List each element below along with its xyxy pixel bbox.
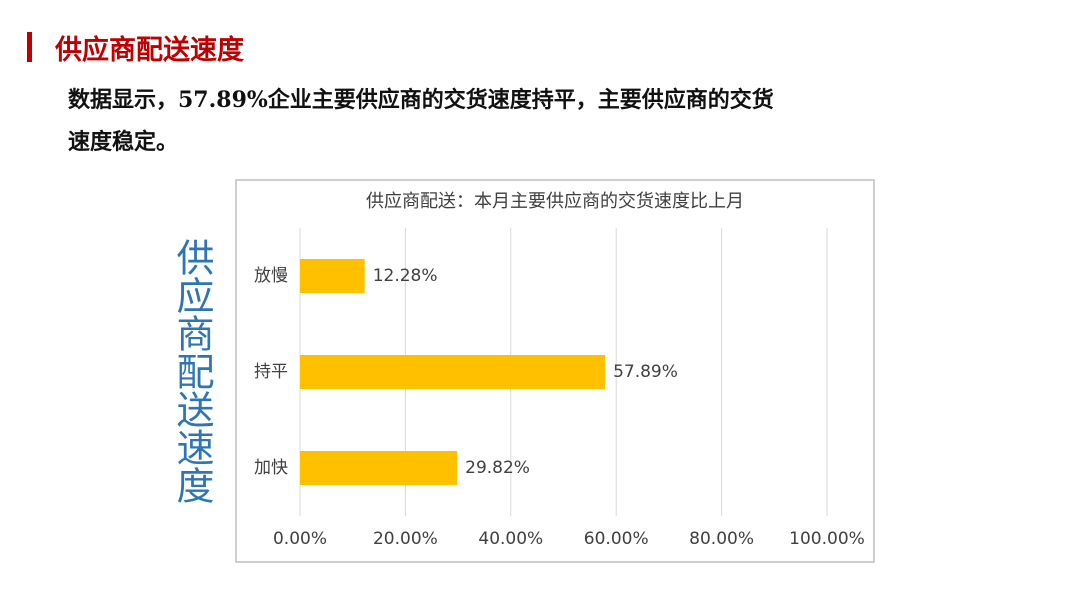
x-tick-label: 0.00%	[273, 529, 327, 549]
description-line: 速度稳定。	[68, 129, 179, 155]
bar	[300, 355, 606, 389]
x-tick-label: 40.00%	[478, 529, 543, 549]
y-tick-label: 持平	[254, 362, 288, 382]
x-tick-label: 100.00%	[789, 529, 865, 549]
title-accent	[27, 32, 32, 62]
bar	[300, 259, 365, 293]
x-tick-label: 20.00%	[373, 529, 438, 549]
bar	[300, 451, 458, 485]
x-tick-label: 80.00%	[689, 529, 754, 549]
data-label: 12.28%	[373, 266, 438, 286]
slide-title: 供应商配送速度	[55, 35, 244, 66]
side-label: 供应商配送速度	[170, 238, 214, 504]
y-tick-label: 放慢	[254, 265, 288, 286]
data-label: 57.89%	[613, 362, 678, 382]
y-tick-label: 加快	[254, 458, 288, 478]
x-tick-label: 60.00%	[584, 529, 649, 549]
data-label: 29.82%	[465, 458, 530, 478]
description-line: 数据显示，57.89%企业主要供应商的交货速度持平，主要供应商的交货	[68, 87, 774, 113]
chart-title: 供应商配送：本月主要供应商的交货速度比上月	[366, 191, 744, 212]
